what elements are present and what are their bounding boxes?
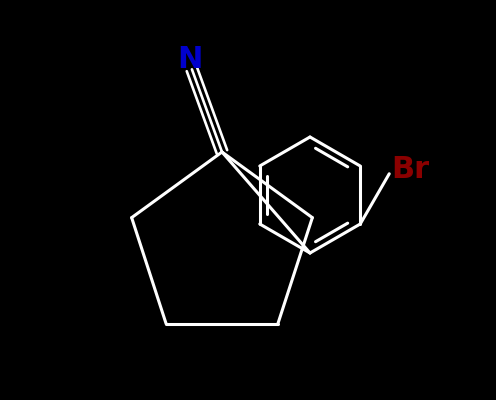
Text: Br: Br — [391, 155, 430, 184]
Text: N: N — [177, 45, 202, 74]
